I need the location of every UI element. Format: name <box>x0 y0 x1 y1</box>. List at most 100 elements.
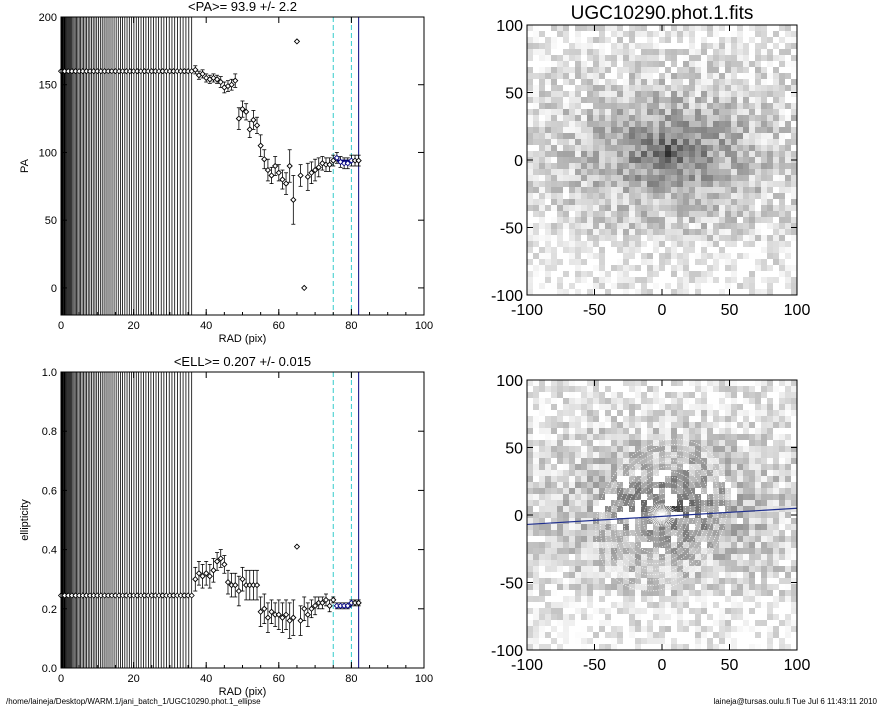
image-pixel <box>719 127 726 134</box>
image-pixel <box>605 548 612 555</box>
image-pixel <box>779 410 786 417</box>
image-pixel <box>767 133 774 140</box>
image-pixel <box>611 241 618 248</box>
image-pixel <box>617 199 624 206</box>
image-pixel <box>689 283 696 290</box>
image-pixel <box>647 103 654 110</box>
image-pixel <box>755 488 762 495</box>
image-pixel <box>689 157 696 164</box>
center-ray <box>661 509 675 516</box>
image-pixel <box>647 644 654 651</box>
image-pixel <box>737 458 744 465</box>
image-pixel <box>533 494 540 501</box>
image-pixel <box>635 205 642 212</box>
image-pixel <box>695 452 702 459</box>
image-pixel <box>653 229 660 236</box>
image-pixel <box>707 145 714 152</box>
image-pixel <box>641 386 648 393</box>
image-pixel <box>707 55 714 62</box>
image-pixel <box>659 235 666 242</box>
image-pixel <box>593 205 600 212</box>
image-pixel <box>659 476 666 483</box>
image-pixel <box>761 506 768 513</box>
image-pixel <box>779 217 786 224</box>
image-pixel <box>575 470 582 477</box>
image-pixel <box>755 554 762 561</box>
image-pixel <box>545 470 552 477</box>
image-pixel <box>659 620 666 627</box>
image-pixel <box>605 289 612 296</box>
image-pixel <box>587 638 594 645</box>
image-pixel <box>731 560 738 567</box>
image-pixel <box>653 548 660 555</box>
center-ray <box>661 503 667 516</box>
image-pixel <box>587 283 594 290</box>
image-pixel <box>569 596 576 603</box>
image-pixel <box>683 139 690 146</box>
image-pixel <box>557 380 564 387</box>
image-pixel <box>635 566 642 573</box>
fitted-ellipse <box>637 487 687 543</box>
image-pixel <box>737 229 744 236</box>
image-pixel <box>671 67 678 74</box>
image-pixel <box>545 235 552 242</box>
data-point <box>311 166 319 174</box>
image-pixel <box>611 524 618 531</box>
y-tick-label: 0 <box>514 508 523 525</box>
image-pixel <box>629 289 636 296</box>
image-pixel <box>533 500 540 507</box>
image-pixel <box>551 506 558 513</box>
image-pixel <box>617 626 624 633</box>
image-pixel <box>755 277 762 284</box>
image-pixel <box>785 632 792 639</box>
image-pixel <box>743 61 750 68</box>
image-pixel <box>737 608 744 615</box>
image-pixel <box>779 602 786 609</box>
image-pixel <box>653 175 660 182</box>
image-pixel <box>755 524 762 531</box>
image-pixel <box>563 518 570 525</box>
image-pixel <box>767 37 774 44</box>
image-pixel <box>659 482 666 489</box>
image-pixel <box>551 43 558 50</box>
image-pixel <box>623 404 630 411</box>
image-pixel <box>647 500 654 507</box>
image-pixel <box>617 247 624 254</box>
image-pixel <box>713 386 720 393</box>
image-pixel <box>659 590 666 597</box>
image-pixel <box>593 626 600 633</box>
image-pixel <box>695 199 702 206</box>
image-pixel <box>737 542 744 549</box>
image-pixel <box>545 644 552 651</box>
image-pixel <box>623 578 630 585</box>
image-pixel <box>707 584 714 591</box>
image-pixel <box>599 422 606 429</box>
image-pixel <box>785 524 792 531</box>
image-pixel <box>773 199 780 206</box>
image-pixel <box>683 235 690 242</box>
image-pixel <box>743 482 750 489</box>
image-pixel <box>749 223 756 230</box>
image-pixel <box>713 265 720 272</box>
image-pixel <box>749 386 756 393</box>
image-pixel <box>557 25 564 32</box>
image-pixel <box>719 620 726 627</box>
image-pixel <box>629 205 636 212</box>
image-pixel <box>593 43 600 50</box>
image-pixel <box>641 31 648 38</box>
image-pixel <box>791 175 798 182</box>
image-pixel <box>587 193 594 200</box>
image-pixel <box>767 127 774 134</box>
image-pixel <box>785 181 792 188</box>
image-pixel <box>659 133 666 140</box>
image-pixel <box>755 235 762 242</box>
image-pixel <box>551 223 558 230</box>
image-pixel <box>623 446 630 453</box>
image-pixel <box>707 43 714 50</box>
image-pixel <box>689 223 696 230</box>
image-pixel <box>593 253 600 260</box>
image-pixel <box>623 470 630 477</box>
image-pixel <box>719 103 726 110</box>
image-pixel <box>719 67 726 74</box>
image-pixel <box>653 187 660 194</box>
